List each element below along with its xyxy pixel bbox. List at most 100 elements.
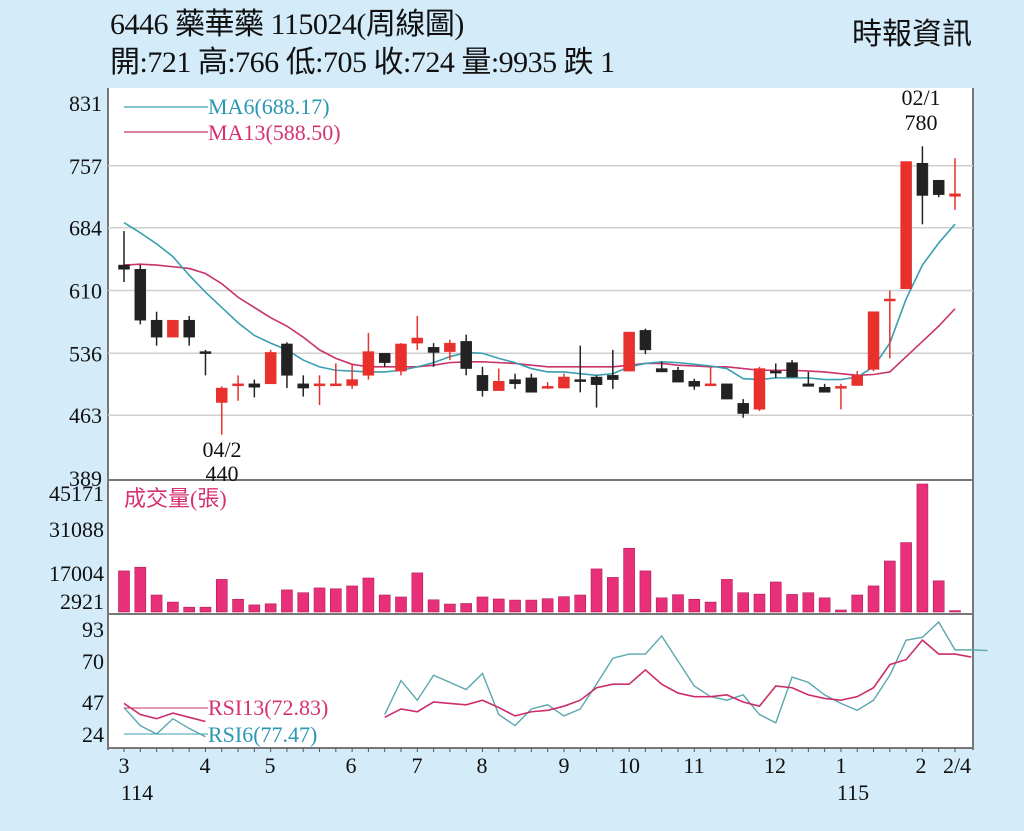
candle-body (558, 376, 570, 389)
candle (346, 363, 358, 389)
price-tick-label: 389 (69, 466, 102, 491)
candle-body (639, 330, 652, 351)
volume-bar (183, 606, 195, 613)
candle-body (362, 351, 375, 376)
candle (493, 368, 505, 391)
volume-bar (769, 581, 782, 613)
volume-bar (215, 579, 228, 613)
price-tick-label: 684 (69, 216, 102, 241)
candle (884, 290, 896, 359)
volume-bar (150, 594, 163, 613)
candle-body (493, 381, 505, 391)
rsi6-line (123, 707, 206, 738)
candle-body (183, 319, 195, 338)
month-label: 7 (412, 753, 423, 778)
source-label: 時報資訊 (852, 18, 972, 51)
candle-body (900, 161, 912, 290)
rsi13-legend-label: RSI13(72.83) (208, 695, 328, 720)
volume-title: 成交量(張) (124, 486, 227, 511)
candle (281, 342, 293, 389)
candle (199, 349, 212, 376)
candle-body (623, 331, 635, 372)
volume-bar (297, 592, 310, 613)
year-label: 115 (837, 780, 869, 805)
candle-body (346, 379, 358, 386)
volume-bar (362, 577, 375, 613)
candle-body (753, 368, 766, 410)
month-label: 8 (477, 753, 488, 778)
volume-bar (851, 594, 864, 613)
volume-bar (786, 594, 798, 613)
price-tick-label: 463 (69, 403, 102, 428)
month-label: 3 (119, 753, 130, 778)
candle (607, 349, 619, 389)
volume-bar (704, 601, 717, 613)
candle-body (248, 383, 261, 388)
month-label: 12 (764, 753, 786, 778)
volume-bar (346, 585, 358, 613)
volume-bar (476, 596, 489, 613)
candle (704, 366, 717, 387)
candle-body (427, 347, 440, 353)
volume-bar (378, 594, 391, 613)
volume-bar (118, 570, 130, 613)
volume-tick-label: 31088 (49, 517, 104, 542)
ma13-line (123, 263, 956, 377)
month-label: 5 (265, 753, 276, 778)
candle (802, 371, 815, 387)
volume-bar (411, 572, 424, 613)
high-value-annotation: 780 (905, 110, 938, 135)
candle (525, 373, 538, 393)
low-value-annotation: 440 (206, 461, 239, 486)
candle-body (672, 370, 684, 383)
ma13-legend-label: MA13(588.50) (208, 120, 341, 145)
candle (558, 373, 570, 389)
candle (167, 319, 179, 338)
candle-body (786, 362, 798, 378)
volume-bar (932, 580, 945, 613)
candle-body (313, 383, 326, 387)
candle-body (264, 352, 277, 385)
volume-bar (167, 601, 179, 613)
candle (818, 383, 831, 393)
volume-bar (721, 579, 733, 613)
price-tick-label: 610 (69, 279, 102, 304)
volume-bar (248, 604, 261, 613)
candle-body (721, 383, 733, 400)
volume-bar (672, 594, 684, 613)
candle (851, 371, 863, 386)
month-label: 6 (346, 753, 357, 778)
candle (395, 343, 407, 376)
candle (867, 311, 880, 372)
volume-bar (509, 599, 521, 613)
candle-body (330, 383, 342, 387)
candle-body (851, 375, 863, 386)
volume-bar (264, 603, 277, 613)
candle (216, 386, 228, 435)
rsi-tick-label: 93 (82, 617, 104, 642)
candle (688, 378, 701, 390)
volume-bar (623, 547, 635, 613)
volume-bar (900, 542, 912, 613)
volume-bar (835, 609, 847, 613)
candle (232, 375, 244, 401)
candle-body (297, 383, 309, 389)
candle-body (818, 386, 831, 393)
candle-body (199, 351, 212, 354)
candle (770, 363, 782, 378)
candle (476, 366, 489, 397)
candle-body (884, 298, 896, 302)
candle-body (802, 383, 815, 387)
candle (378, 353, 391, 367)
price-tick-label: 831 (69, 91, 102, 116)
volume-bar (232, 598, 244, 613)
candle-body (590, 376, 603, 385)
candle (786, 360, 798, 378)
rsi-tick-label: 47 (82, 690, 104, 715)
candle (639, 328, 652, 355)
month-label: 11 (683, 753, 704, 778)
candle-body (737, 403, 749, 414)
candle (248, 379, 261, 398)
candle (932, 179, 945, 198)
